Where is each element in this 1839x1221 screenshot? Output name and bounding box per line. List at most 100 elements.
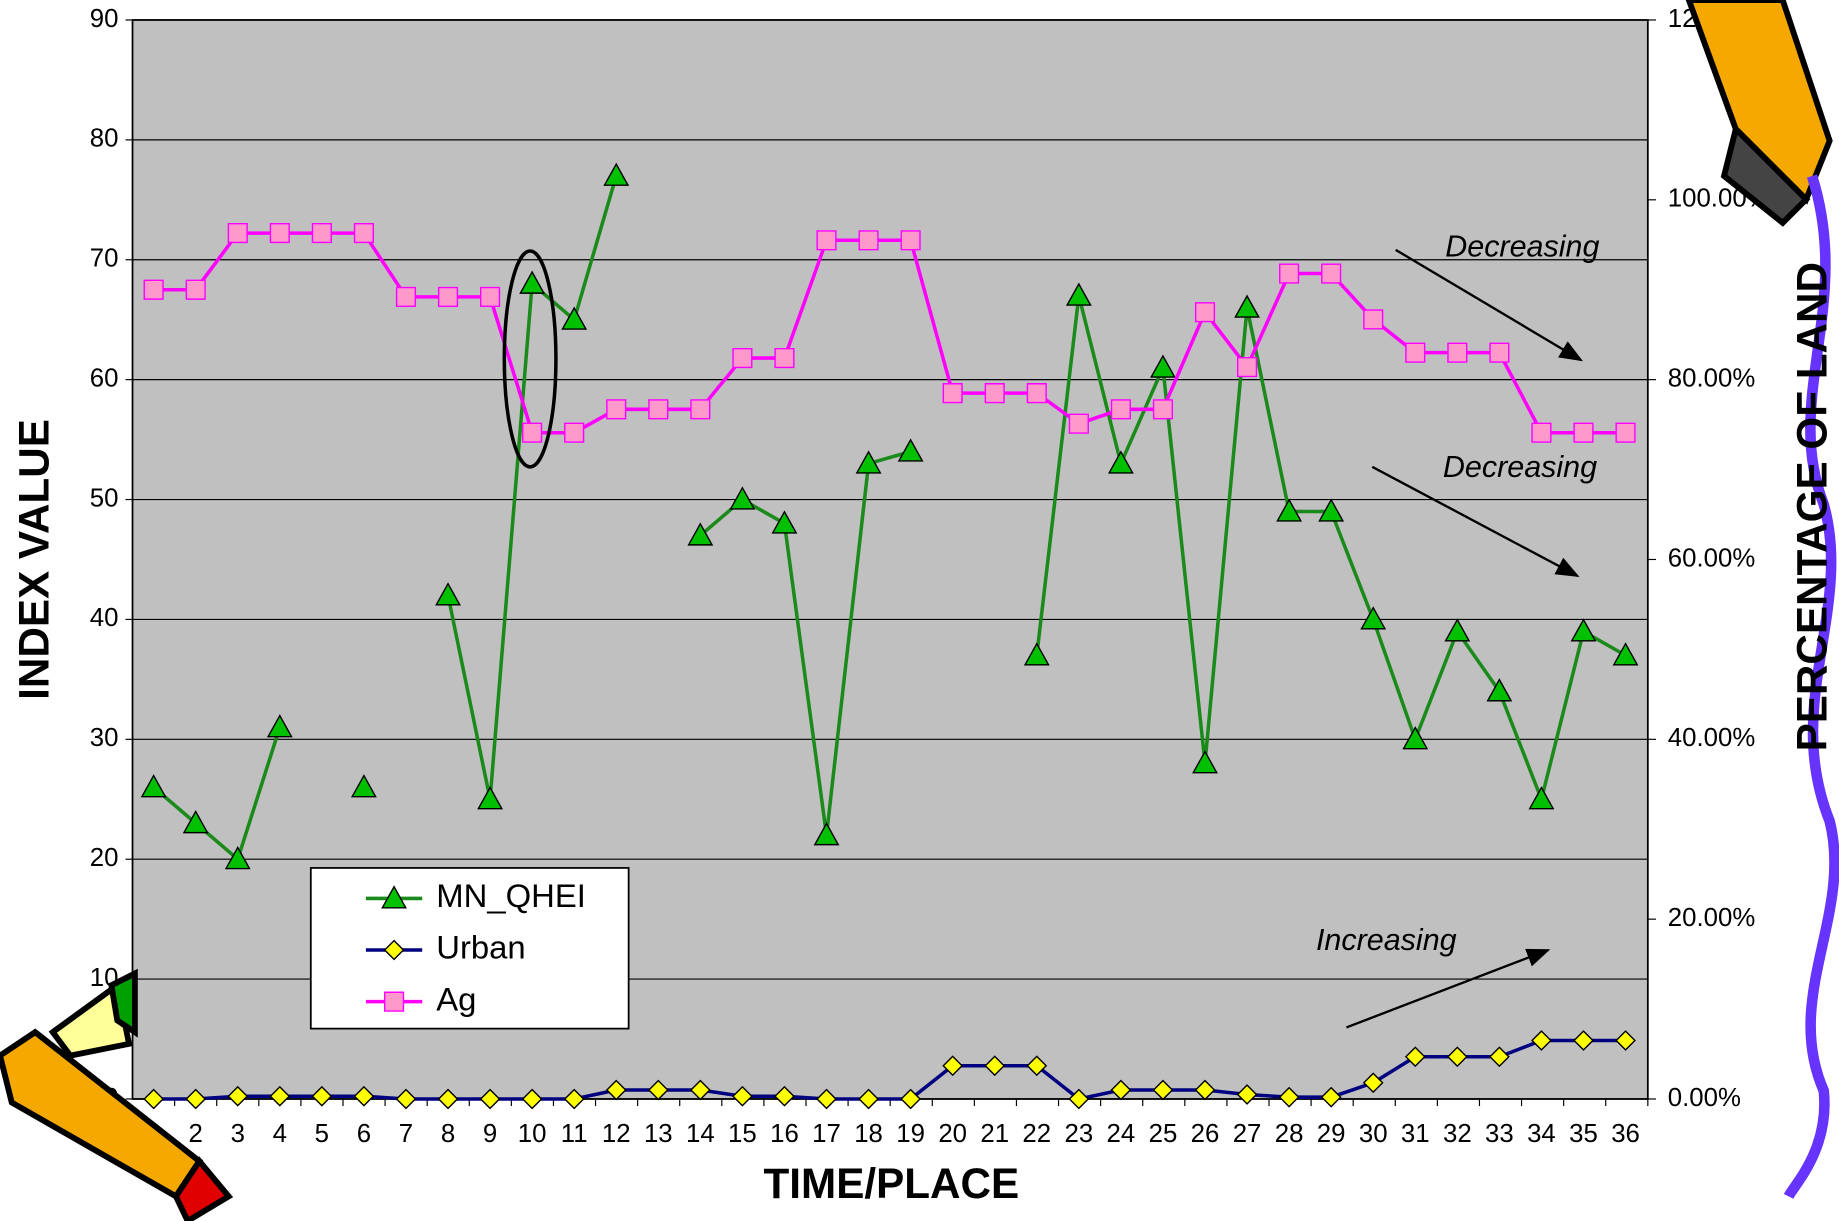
marker	[942, 1055, 964, 1077]
y2-tick-label: 40.00%	[1668, 724, 1756, 752]
x-tick-label: 16	[770, 1120, 799, 1148]
marker	[143, 1088, 165, 1110]
marker	[1279, 263, 1300, 284]
y2-tick-label: 60.00%	[1668, 544, 1756, 572]
marker	[606, 399, 627, 420]
marker	[1068, 1088, 1090, 1110]
marker	[732, 347, 753, 369]
marker	[603, 162, 630, 186]
marker	[942, 383, 963, 404]
marker	[185, 279, 206, 300]
marker	[227, 222, 248, 244]
marker	[477, 786, 504, 810]
x-tick-label: 24	[1107, 1120, 1136, 1148]
x-tick-label: 26	[1191, 1120, 1220, 1148]
marker	[1405, 342, 1426, 363]
x-tick-label: 12	[602, 1120, 631, 1148]
marker	[897, 438, 924, 462]
x-tick-label: 18	[854, 1120, 883, 1148]
marker	[1194, 1079, 1216, 1101]
marker	[381, 885, 407, 909]
marker	[605, 1079, 627, 1101]
marker	[563, 1088, 585, 1110]
marker	[729, 486, 756, 510]
y-tick-label: 40	[90, 604, 119, 632]
marker	[774, 347, 795, 369]
y-tick-label: 70	[90, 245, 119, 273]
marker	[1486, 678, 1513, 702]
marker	[437, 1088, 459, 1110]
marker	[1236, 356, 1258, 378]
marker	[561, 306, 588, 330]
marker	[858, 230, 879, 251]
marker	[1026, 1055, 1048, 1077]
marker	[437, 286, 459, 308]
x-tick-label: 20	[938, 1120, 967, 1148]
x-tick-label: 9	[483, 1120, 497, 1148]
marker	[1447, 342, 1468, 363]
marker	[690, 399, 711, 420]
marker	[1404, 1046, 1426, 1068]
marker	[1236, 1084, 1258, 1105]
x-tick-label: 15	[728, 1120, 757, 1148]
y2-tick-label: 0.00%	[1668, 1084, 1741, 1112]
marker	[143, 279, 164, 300]
marker	[1026, 383, 1047, 404]
marker	[1489, 1046, 1510, 1068]
trend-arrow	[1345, 948, 1551, 1029]
marker	[1318, 498, 1345, 522]
marker	[1360, 606, 1387, 630]
x-tick-label: 2	[189, 1120, 203, 1148]
y2-tick-label: 20.00%	[1668, 904, 1756, 932]
marker	[900, 1088, 921, 1110]
marker	[1528, 786, 1555, 810]
marker	[479, 286, 501, 308]
marker	[855, 450, 882, 474]
marker	[1444, 618, 1471, 642]
x-tick-label: 10	[518, 1120, 547, 1148]
annotation: Increasing	[1316, 923, 1457, 957]
marker	[1615, 1030, 1636, 1051]
x-tick-label: 5	[315, 1120, 329, 1148]
marker	[435, 582, 461, 606]
x-tick-label: 29	[1317, 1120, 1346, 1148]
marker	[1402, 726, 1429, 750]
marker	[1068, 413, 1089, 434]
marker	[1023, 642, 1050, 666]
x-tick-label: 22	[1022, 1120, 1051, 1148]
x-tick-label: 17	[812, 1120, 841, 1148]
marker	[1573, 422, 1594, 443]
y-tick-label: 90	[90, 5, 119, 33]
marker	[521, 1088, 543, 1110]
marker	[1107, 450, 1134, 474]
marker	[1234, 294, 1260, 318]
marker	[1278, 1086, 1300, 1108]
y-tick-label: 60	[90, 364, 119, 392]
y2-axis-title: PERCENTAGE OF LAND	[1789, 262, 1836, 751]
marker	[1362, 1072, 1384, 1094]
annotation: Decreasing	[1443, 450, 1597, 484]
marker	[1150, 354, 1176, 378]
y-tick-label: 30	[90, 724, 119, 752]
x-tick-label: 8	[441, 1120, 455, 1148]
marker	[383, 991, 405, 1012]
marker	[1612, 642, 1639, 666]
x-tick-label: 36	[1611, 1120, 1640, 1148]
marker	[689, 1079, 711, 1101]
marker	[984, 383, 1005, 404]
marker	[227, 1085, 249, 1107]
marker	[648, 399, 669, 420]
y-tick-label: 20	[90, 844, 119, 872]
marker	[353, 222, 374, 244]
legend-label: Ag	[436, 980, 476, 1017]
x-tick-label: 33	[1485, 1120, 1514, 1148]
x-tick-label: 13	[644, 1120, 673, 1148]
x-tick-label: 7	[399, 1120, 413, 1148]
marker	[519, 270, 546, 294]
marker	[1531, 422, 1552, 443]
marker	[1531, 1030, 1552, 1051]
marker	[1192, 750, 1218, 774]
